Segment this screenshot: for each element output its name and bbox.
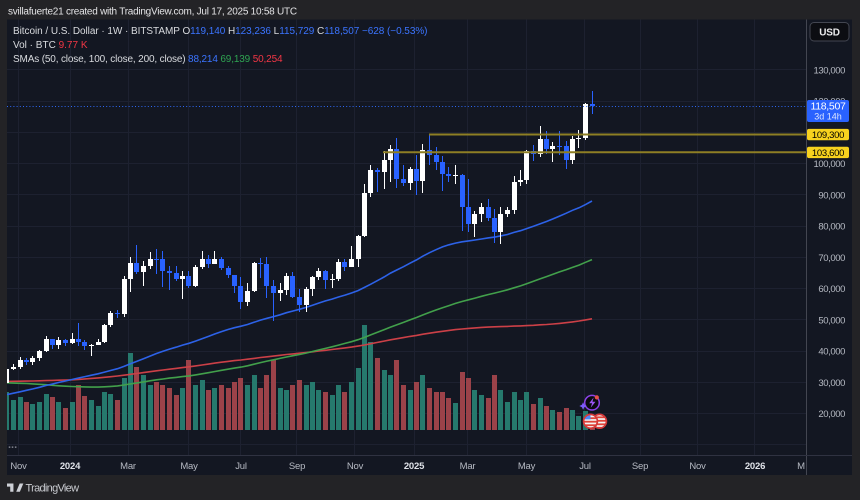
svg-text:svillafuerte21 created with Tr: svillafuerte21 created with TradingView.…	[8, 7, 297, 18]
svg-text:2026: 2026	[745, 461, 765, 472]
svg-text:Jul: Jul	[235, 461, 247, 472]
svg-text:May: May	[180, 461, 198, 472]
svg-text:2025: 2025	[404, 461, 425, 472]
svg-text:3d 14h: 3d 14h	[814, 112, 842, 122]
svg-text:Nov: Nov	[347, 461, 364, 472]
svg-text:2024: 2024	[60, 461, 81, 472]
svg-text:Vol · BTC 9.77 K: Vol · BTC 9.77 K	[13, 40, 88, 51]
svg-text:80,000: 80,000	[818, 222, 845, 233]
svg-text:Nov: Nov	[689, 461, 706, 472]
svg-text:20,000: 20,000	[818, 409, 845, 420]
svg-text:109,300: 109,300	[812, 130, 844, 141]
svg-text:...: ...	[8, 439, 17, 451]
svg-text:SMAs (50, close, 100, close, 2: SMAs (50, close, 100, close, 200, close)…	[13, 54, 283, 65]
svg-text:M: M	[797, 461, 805, 472]
svg-text:Sep: Sep	[289, 461, 305, 472]
svg-text:118,507: 118,507	[810, 101, 846, 113]
svg-text:60,000: 60,000	[818, 284, 845, 295]
svg-text:Sep: Sep	[632, 461, 648, 472]
svg-text:May: May	[518, 461, 536, 472]
svg-text:30,000: 30,000	[818, 378, 845, 389]
svg-text:Mar: Mar	[460, 461, 476, 472]
svg-text:Jul: Jul	[579, 461, 591, 472]
svg-text:USD: USD	[819, 28, 840, 39]
svg-text:50,000: 50,000	[818, 315, 845, 326]
svg-text:Bitcoin / U.S. Dollar · 1W · B: Bitcoin / U.S. Dollar · 1W · BITSTAMP O1…	[13, 26, 427, 37]
svg-text:70,000: 70,000	[818, 253, 845, 264]
svg-text:103,600: 103,600	[812, 148, 844, 159]
svg-text:130,000: 130,000	[813, 65, 845, 76]
svg-text:Nov: Nov	[10, 461, 27, 472]
svg-text:90,000: 90,000	[818, 190, 845, 201]
svg-text:Mar: Mar	[120, 461, 136, 472]
svg-text:TradingView: TradingView	[26, 483, 80, 495]
svg-text:100,000: 100,000	[813, 159, 845, 170]
svg-text:40,000: 40,000	[818, 347, 845, 358]
